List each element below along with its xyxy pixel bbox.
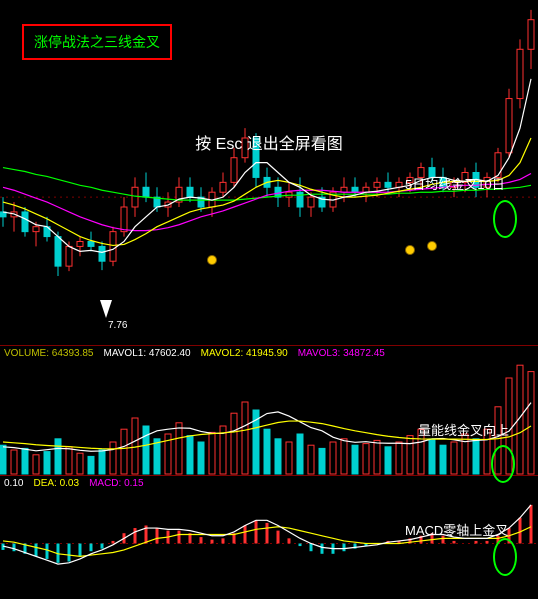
price-low-label: 7.76 <box>108 320 127 331</box>
annotation-2: MACD零轴上金叉 <box>405 520 508 539</box>
strategy-title-box: 涨停战法之三线金叉 <box>22 24 172 60</box>
fullscreen-exit-hint: 按 Esc 退出全屏看图 <box>0 130 538 154</box>
annotation-1: 量能线金叉向上 <box>418 420 509 439</box>
annotation-0: 5日均线金叉10日 <box>405 174 505 193</box>
highlight-ellipse-2 <box>493 538 517 576</box>
highlight-ellipse-1 <box>491 445 515 483</box>
signal-dot-2 <box>427 241 437 251</box>
signal-dot-0 <box>207 255 217 265</box>
volume-panel: VOLUME: 64393.85 MAVOL1: 47602.40 MAVOL2… <box>0 345 538 475</box>
highlight-ellipse-0 <box>493 200 517 238</box>
signal-dot-1 <box>405 245 415 255</box>
volume-chart <box>0 346 538 476</box>
